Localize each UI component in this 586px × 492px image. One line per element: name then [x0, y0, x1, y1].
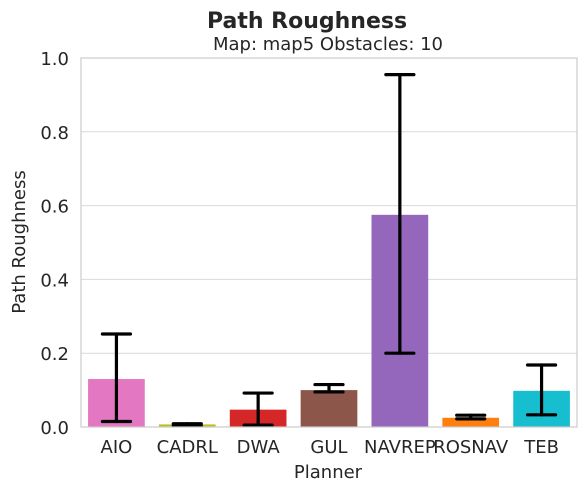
- y-tick-label: 1.0: [40, 49, 69, 70]
- bar-rosnav: [442, 417, 500, 427]
- bars: [88, 214, 570, 427]
- x-tick-label: NAVREP: [364, 437, 436, 458]
- x-tick-label: ROSNAV: [433, 437, 509, 458]
- x-tick-label: AIO: [101, 437, 133, 458]
- y-tick-label: 0.6: [40, 197, 69, 218]
- y-tick-label: 0.4: [40, 270, 69, 291]
- error-bar-gul: [313, 382, 345, 394]
- x-tick-label: DWA: [237, 437, 281, 458]
- x-tick-label: CADRL: [157, 437, 218, 458]
- x-tick-label: GUL: [310, 437, 347, 458]
- error-bar-dwa: [242, 391, 274, 427]
- error-bar-teb: [525, 363, 558, 417]
- x-axis-label: Planner: [294, 462, 363, 483]
- chart-subtitle: Map: map5 Obstacles: 10: [213, 34, 443, 55]
- y-tick-label: 0.0: [40, 418, 69, 439]
- bar-gul: [300, 390, 358, 427]
- y-axis-label: Path Roughness: [9, 170, 30, 313]
- error-bar-navrep: [384, 73, 416, 355]
- error-bar-rosnav: [455, 413, 487, 421]
- chart-title: Path Roughness: [207, 9, 407, 34]
- grid-lines: [81, 57, 577, 428]
- error-bar-cadrl: [171, 422, 203, 428]
- error-bars: [100, 73, 558, 428]
- plot-frame: [80, 57, 578, 428]
- error-bar-aio: [100, 332, 133, 424]
- y-tick-labels: 0.0 0.2 0.4 0.6 0.8 1.0: [40, 49, 69, 439]
- x-tick-label: TEB: [523, 437, 559, 458]
- y-tick-label: 0.8: [40, 123, 69, 144]
- y-tick-label: 0.2: [40, 344, 69, 365]
